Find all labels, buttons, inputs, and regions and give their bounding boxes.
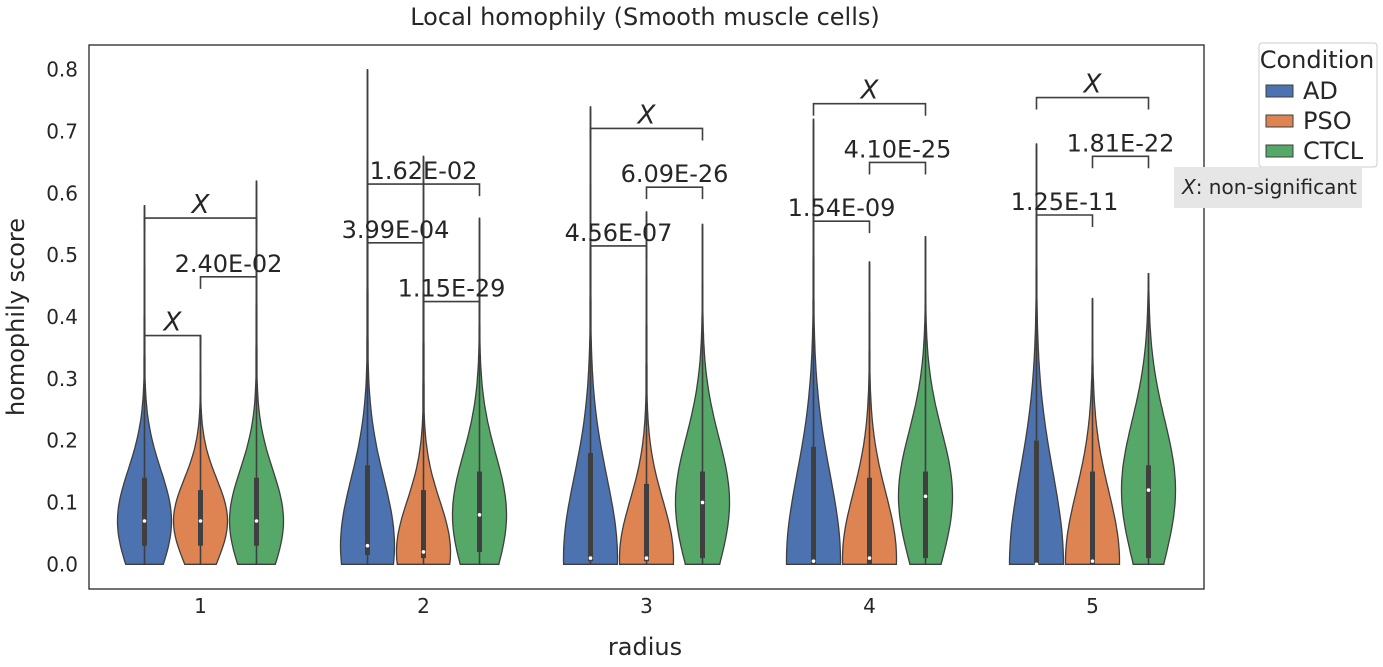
y-tick-label: 0.0	[46, 552, 78, 576]
violin-median	[421, 550, 426, 554]
significance-bracket	[589, 127, 704, 141]
x-tick-label: 4	[863, 594, 876, 618]
significance-label: X	[162, 308, 183, 338]
violin-box	[254, 477, 259, 546]
annotation-description: : non-significant	[1196, 175, 1357, 199]
violin-median	[254, 519, 259, 523]
significance-label: X	[190, 190, 211, 220]
significance-bracket	[422, 300, 481, 314]
violin-median	[923, 494, 928, 499]
y-tick-label: 0.1	[46, 490, 78, 514]
annotation-background	[1174, 167, 1362, 208]
significance-bracket	[868, 161, 927, 175]
violin-box	[477, 471, 482, 552]
significance-bracket	[589, 245, 648, 258]
significance-bracket	[143, 217, 258, 231]
violin-median	[1090, 559, 1095, 563]
significance-label: 1.81E-22	[1067, 129, 1175, 157]
violin-box	[421, 490, 426, 559]
chart-title: Local homophily (Smooth muscle cells)	[410, 3, 880, 31]
y-tick-label: 0.7	[46, 120, 78, 144]
violin-box	[811, 446, 816, 565]
significance-bracket	[1091, 155, 1150, 169]
significance-label: 2.40E-02	[175, 250, 283, 278]
y-tick-label: 0.5	[46, 243, 78, 267]
x-tick-label: 1	[194, 594, 207, 618]
violin-median	[365, 543, 370, 548]
x-axis-label: radius	[608, 633, 682, 661]
violin-median	[700, 500, 705, 505]
significance-bracket	[645, 186, 704, 200]
violin-median	[477, 513, 482, 517]
significance-bracket	[1035, 96, 1150, 110]
annotation-text: X: non-significant	[1181, 175, 1357, 199]
significance-label: X	[1082, 70, 1103, 100]
legend-swatch-ad	[1265, 84, 1294, 98]
y-tick-label: 0.8	[46, 58, 78, 82]
y-axis: 0.0 0.1 0.2 0.3 0.4 0.5 0.6 0.7 0.8	[46, 58, 78, 577]
y-tick-label: 0.2	[46, 429, 78, 453]
significance-label: X	[636, 100, 657, 130]
x-tick-label: 5	[1086, 594, 1099, 618]
significance-bracket	[366, 183, 481, 197]
significance-label: 4.10E-25	[844, 135, 952, 163]
significance-bracket	[812, 220, 871, 234]
violin-median	[1146, 488, 1151, 492]
significance-bracket	[366, 242, 425, 255]
violin-box	[1146, 465, 1151, 559]
x-axis: 1 2 3 4 5	[194, 594, 1099, 618]
y-tick-label: 0.6	[46, 181, 78, 205]
significance-label: 1.54E-09	[788, 194, 896, 222]
y-tick-label: 0.4	[46, 305, 78, 329]
violin-box	[867, 477, 872, 565]
significance-bracket	[199, 276, 258, 289]
annotation-symbol: X	[1181, 175, 1197, 199]
violin-median	[644, 556, 649, 560]
legend-label-pso: PSO	[1303, 107, 1352, 135]
significance-bracket	[143, 334, 202, 348]
y-axis-label: homophily score	[2, 218, 30, 416]
x-tick-label: 2	[417, 594, 430, 618]
plot-frame	[88, 44, 1205, 590]
significance-label: 4.56E-07	[565, 219, 673, 247]
significance-label: 1.25E-11	[1011, 188, 1119, 216]
violin-median	[198, 519, 203, 523]
significance-bracket	[812, 102, 927, 116]
x-tick-label: 3	[640, 594, 653, 618]
violin-box	[198, 490, 203, 546]
legend-swatch-ctcl	[1265, 144, 1294, 158]
significance-label: 6.09E-26	[621, 160, 729, 188]
violin-box	[644, 483, 649, 562]
significance-label: 1.15E-29	[398, 275, 506, 303]
violin-box	[588, 453, 593, 562]
violin-median	[811, 559, 816, 563]
plot-area: X 2.40E-02 X 3.99E-04 1.15E-29 1.62E-02 4.56E-…	[116, 69, 1177, 567]
violin-median	[867, 556, 872, 560]
significance-label: 1.62E-02	[370, 157, 478, 185]
legend-title: Condition	[1260, 46, 1375, 74]
violin-box	[923, 471, 928, 559]
violin-box	[1034, 440, 1039, 565]
violin-box	[365, 465, 370, 555]
violin-median	[1034, 562, 1039, 567]
legend-swatch-pso	[1265, 114, 1294, 128]
significance-label: 3.99E-04	[342, 216, 450, 244]
violin-box	[1090, 471, 1095, 565]
violin-box	[700, 471, 705, 559]
y-tick-label: 0.3	[46, 367, 78, 391]
violin-median	[588, 556, 593, 560]
annotation-box: X: non-significant	[1174, 167, 1362, 208]
legend-label-ctcl: CTCL	[1303, 137, 1364, 165]
significance-bracket	[1035, 214, 1094, 227]
significance-label: X	[859, 76, 880, 106]
legend-label-ad: AD	[1303, 77, 1338, 105]
violin-median	[142, 519, 147, 523]
violin-box	[142, 477, 147, 546]
